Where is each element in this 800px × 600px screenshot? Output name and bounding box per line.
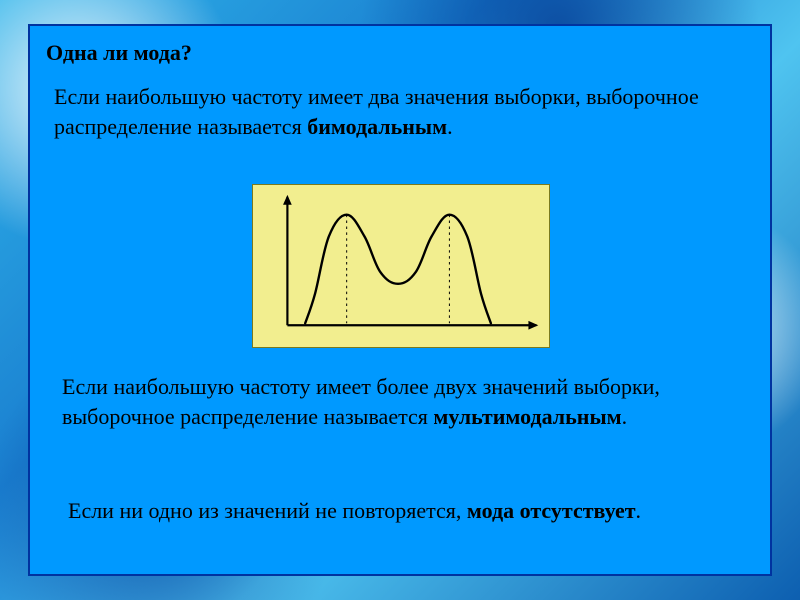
text: .: [447, 114, 453, 139]
slide-title: Одна ли мода?: [46, 40, 192, 66]
content-panel: Одна ли мода? Если наибольшую частоту им…: [28, 24, 772, 576]
paragraph-multimodal: Если наибольшую частоту имеет более двух…: [62, 372, 732, 431]
bimodal-chart: [252, 184, 550, 348]
text: .: [636, 498, 642, 523]
paragraph-no-mode: Если ни одно из значений не повторяется,…: [68, 496, 748, 526]
text: .: [622, 404, 628, 429]
text: Если ни одно из значений не повторяется,: [68, 498, 467, 523]
term-multimodal: мультимодальным: [433, 404, 621, 429]
bimodal-curve-svg: [253, 185, 549, 347]
paragraph-bimodal: Если наибольшую частоту имеет два значен…: [54, 82, 744, 141]
term-no-mode: мода отсутствует: [467, 498, 636, 523]
slide-background: Одна ли мода? Если наибольшую частоту им…: [0, 0, 800, 600]
term-bimodal: бимодальным: [307, 114, 447, 139]
